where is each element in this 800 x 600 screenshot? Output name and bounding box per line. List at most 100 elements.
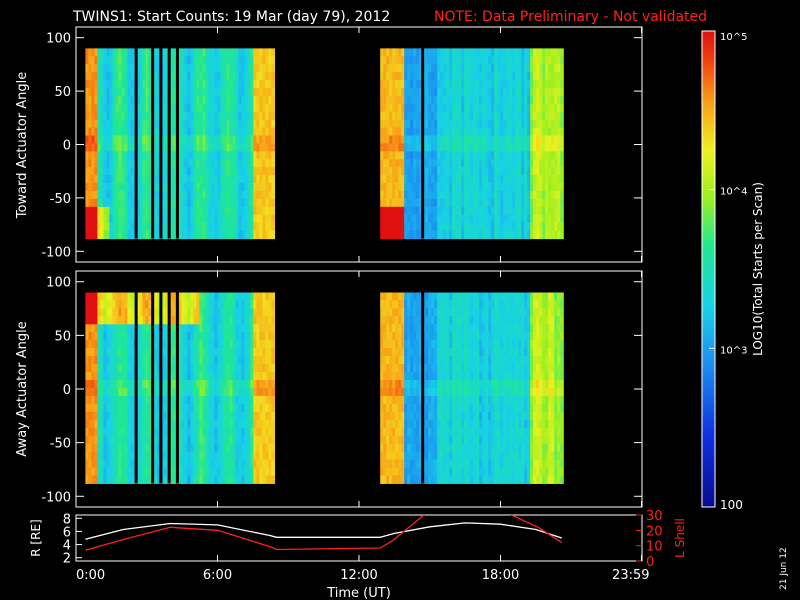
heatmap-cell <box>163 348 167 357</box>
heatmap-cell <box>136 387 140 397</box>
heatmap-cell <box>202 64 206 73</box>
heatmap-cell <box>208 214 212 224</box>
heatmap-cell <box>142 459 146 469</box>
heatmap-cell <box>190 48 194 57</box>
heatmap-cell <box>229 167 233 176</box>
heatmap-cell <box>425 387 429 397</box>
heatmap-cell <box>112 159 116 168</box>
heatmap-cell <box>139 372 143 381</box>
heatmap-cell <box>542 80 546 89</box>
heatmap-cell <box>121 88 125 97</box>
heatmap-cell <box>127 191 131 200</box>
heatmap-cell <box>395 316 399 325</box>
heatmap-cell <box>100 72 104 81</box>
heatmap-cell <box>398 395 402 405</box>
heatmap-cell <box>253 411 257 421</box>
heatmap-cell <box>85 206 89 216</box>
heatmap-cell <box>154 206 158 216</box>
heatmap-cell <box>419 72 423 81</box>
heatmap-cell <box>401 451 405 461</box>
heatmap-cell <box>425 135 429 145</box>
heatmap-cell <box>157 135 161 145</box>
heatmap-cell <box>253 143 257 152</box>
heatmap-cell <box>115 332 119 341</box>
heatmap-cell <box>91 64 95 73</box>
heatmap-cell <box>187 364 191 373</box>
heatmap-cell <box>106 435 110 445</box>
heatmap-cell <box>545 135 549 145</box>
heatmap-cell <box>413 167 417 176</box>
heatmap-cell <box>560 72 564 81</box>
heatmap-cell <box>530 48 534 57</box>
heatmap-cell <box>431 111 435 121</box>
heatmap-cell <box>127 64 131 73</box>
heatmap-cell <box>407 443 411 453</box>
heatmap-cell <box>413 300 417 309</box>
heatmap-cell <box>142 175 146 184</box>
heatmap-cell <box>416 340 420 349</box>
heatmap-cell <box>118 56 122 65</box>
heatmap-cell <box>491 143 495 152</box>
heatmap-cell <box>416 332 420 341</box>
heatmap-cell <box>440 214 444 224</box>
heatmap-cell <box>256 222 260 232</box>
heatmap-cell <box>229 387 233 397</box>
heatmap-cell <box>434 292 438 302</box>
heatmap-cell <box>226 443 230 453</box>
heatmap-cell <box>440 159 444 168</box>
heatmap-cell <box>235 214 239 224</box>
heatmap-cell <box>223 206 227 216</box>
heatmap-cell <box>238 356 242 365</box>
heatmap-cell <box>115 443 119 453</box>
heatmap-cell <box>226 475 230 484</box>
heatmap-cell <box>226 348 230 357</box>
heatmap-cell <box>443 167 447 176</box>
heatmap-cell <box>244 111 248 121</box>
heatmap-cell <box>244 191 248 200</box>
heatmap-cell <box>539 151 543 160</box>
heatmap-cell <box>548 56 552 65</box>
heatmap-cell <box>491 151 495 160</box>
heatmap-cell <box>106 443 110 453</box>
heatmap-cell <box>118 300 122 309</box>
heatmap-cell <box>506 183 510 192</box>
heatmap-cell <box>112 459 116 469</box>
heatmap-cell <box>232 80 236 89</box>
heatmap-cell <box>223 443 227 453</box>
heatmap-cell <box>178 332 182 341</box>
heatmap-cell <box>265 143 269 152</box>
heatmap-cell <box>223 380 227 389</box>
heatmap-cell <box>419 332 423 341</box>
heatmap-cell <box>94 191 98 200</box>
heatmap-cell <box>425 340 429 349</box>
heatmap-cell <box>124 324 128 333</box>
heatmap-cell <box>530 175 534 184</box>
heatmap-cell <box>112 80 116 89</box>
heatmap-cell <box>458 167 462 176</box>
heatmap-cell <box>196 459 200 469</box>
heatmap-cell <box>560 88 564 97</box>
heatmap-cell <box>554 143 558 152</box>
heatmap-cell <box>398 64 402 73</box>
heatmap-cell <box>554 198 558 208</box>
heatmap-cell <box>238 348 242 357</box>
heatmap-cell <box>139 467 143 477</box>
heatmap-cell <box>271 56 275 65</box>
heatmap-cell <box>199 308 203 317</box>
heatmap-cell <box>223 395 227 405</box>
heatmap-cell <box>154 459 158 469</box>
heatmap-cell <box>115 403 119 413</box>
heatmap-cell <box>94 332 98 341</box>
heatmap-cell <box>244 443 248 453</box>
heatmap-cell <box>193 380 197 389</box>
heatmap-cell <box>413 64 417 73</box>
heatmap-cell <box>235 403 239 413</box>
heatmap-cell <box>392 95 396 105</box>
heatmap-cell <box>217 308 221 317</box>
heatmap-cell <box>157 183 161 192</box>
heatmap-cell <box>425 316 429 325</box>
heatmap-cell <box>431 167 435 176</box>
heatmap-cell <box>262 135 266 145</box>
heatmap-cell <box>142 292 146 302</box>
heatmap-cell <box>115 292 119 302</box>
